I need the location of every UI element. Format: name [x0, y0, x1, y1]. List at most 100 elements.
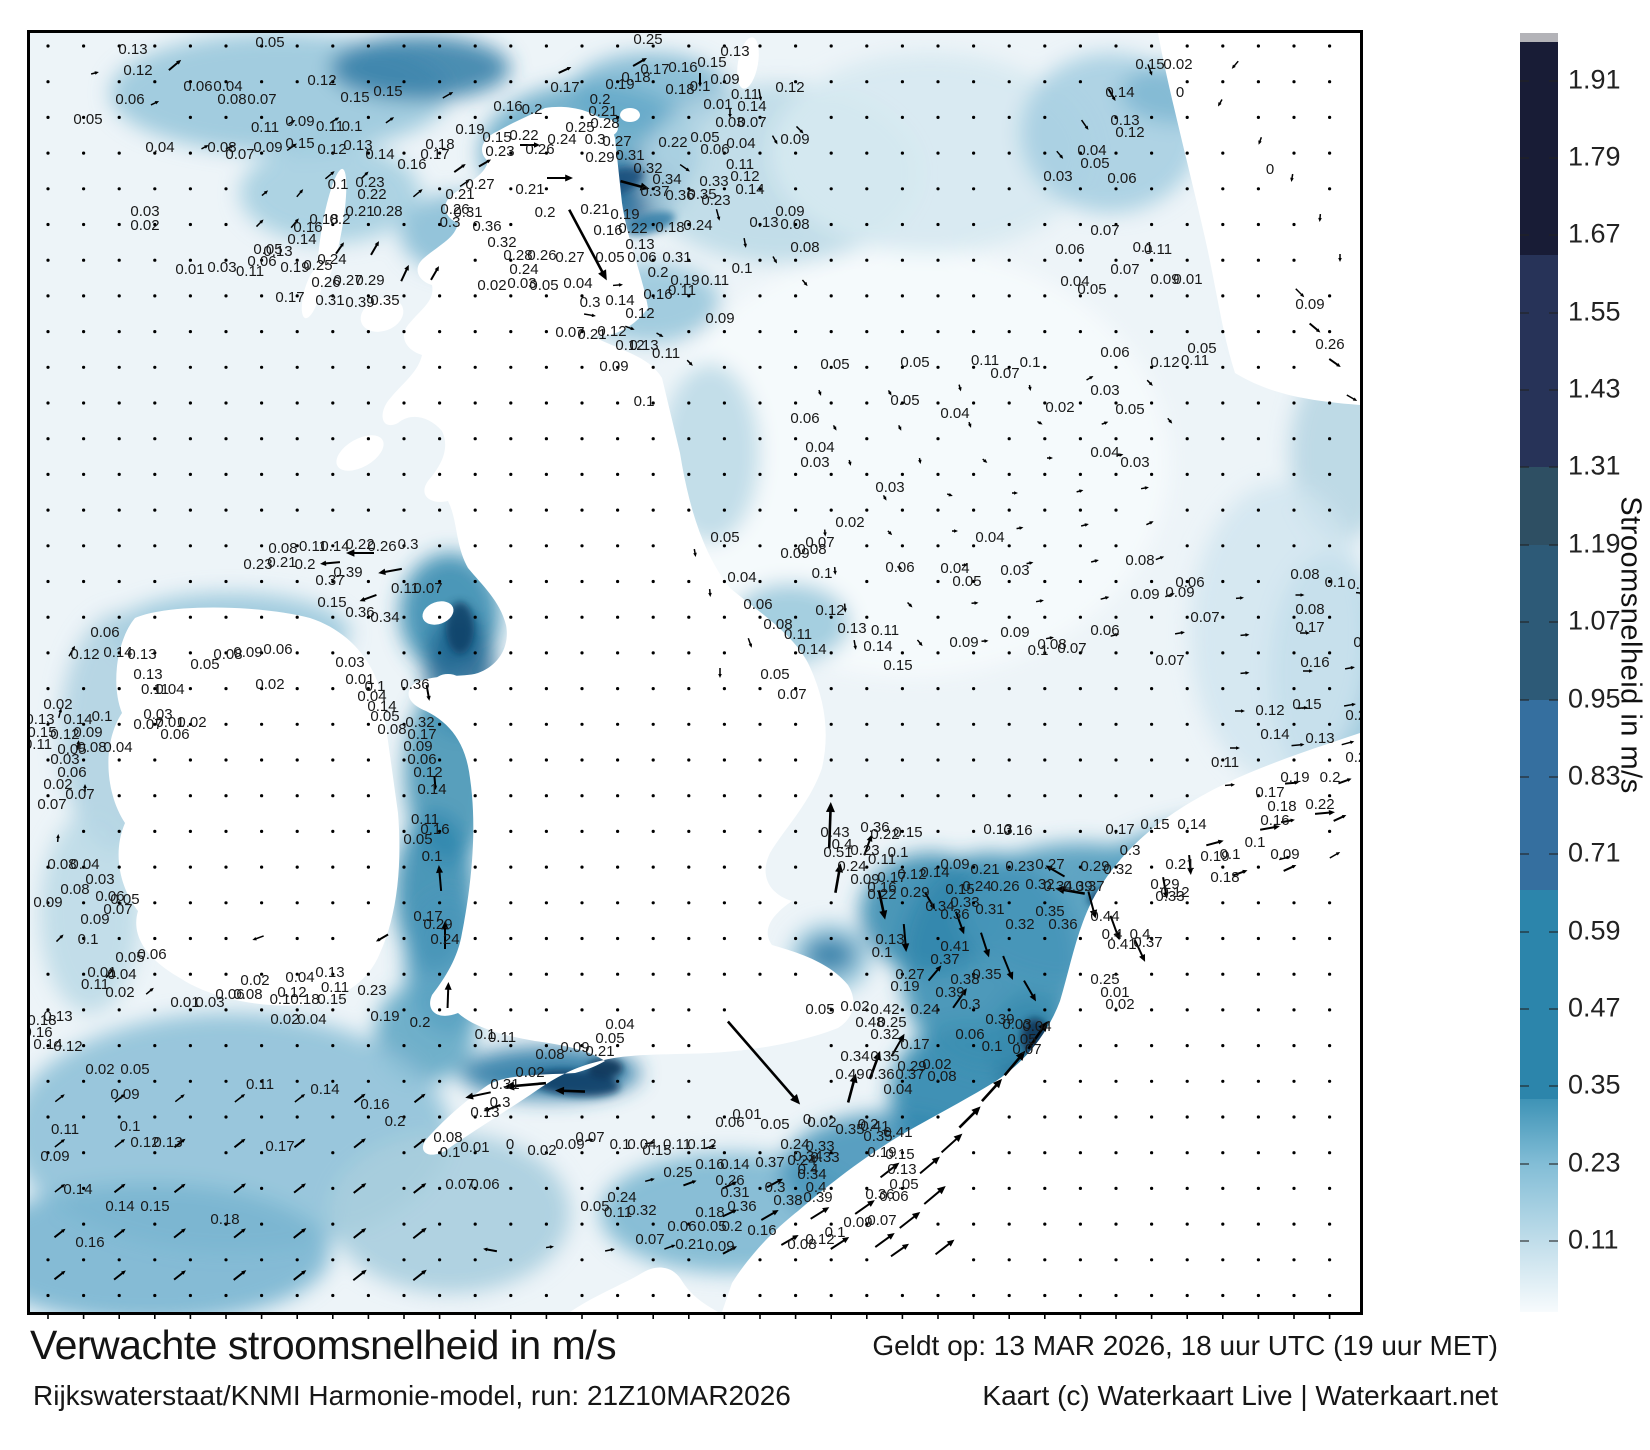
svg-text:0.49: 0.49 [835, 1066, 864, 1083]
svg-text:0.14: 0.14 [287, 231, 316, 248]
svg-text:0.11: 0.11 [236, 263, 264, 280]
svg-text:0.4: 0.4 [832, 836, 853, 853]
svg-text:0.11: 0.11 [51, 1121, 79, 1138]
svg-text:0.05: 0.05 [1115, 401, 1144, 418]
svg-text:0.04: 0.04 [213, 78, 242, 95]
svg-text:0.18: 0.18 [1210, 869, 1239, 886]
svg-text:0.05: 0.05 [710, 529, 739, 546]
svg-text:0.12: 0.12 [687, 1136, 716, 1153]
svg-text:0.09: 0.09 [705, 310, 734, 327]
island-orkney [586, 118, 618, 138]
svg-text:0.09: 0.09 [1165, 584, 1194, 601]
svg-text:0.07: 0.07 [103, 901, 132, 918]
svg-text:0.05: 0.05 [952, 573, 981, 590]
svg-text:0.3: 0.3 [585, 131, 606, 148]
svg-text:0.09: 0.09 [1150, 271, 1179, 288]
svg-text:0.16: 0.16 [643, 286, 672, 303]
svg-text:0.02: 0.02 [922, 1056, 951, 1073]
svg-text:0.06: 0.06 [667, 1218, 696, 1235]
svg-text:0.29: 0.29 [1080, 858, 1109, 875]
svg-text:0.18: 0.18 [621, 69, 650, 86]
svg-text:0.07: 0.07 [1057, 640, 1086, 657]
svg-text:0.13: 0.13 [625, 236, 654, 253]
svg-text:0.14: 0.14 [920, 864, 949, 881]
svg-text:0.15: 0.15 [317, 594, 346, 611]
svg-text:0.25: 0.25 [1345, 749, 1360, 766]
svg-text:0.15: 0.15 [340, 89, 369, 106]
svg-text:0.03: 0.03 [335, 654, 364, 671]
svg-text:0.12: 0.12 [1255, 702, 1284, 719]
svg-text:0.14: 0.14 [365, 146, 394, 163]
svg-text:0.39: 0.39 [935, 984, 964, 1001]
island-islay [336, 435, 384, 471]
svg-text:0.25: 0.25 [1090, 971, 1119, 988]
svg-text:0.03: 0.03 [207, 259, 236, 276]
svg-text:0.38: 0.38 [950, 971, 979, 988]
svg-text:0.04: 0.04 [285, 969, 314, 986]
svg-text:0.16: 0.16 [668, 59, 697, 76]
svg-text:0.19: 0.19 [455, 121, 484, 138]
svg-text:0.24: 0.24 [837, 858, 866, 875]
svg-text:0.1: 0.1 [342, 118, 363, 135]
svg-text:0.32: 0.32 [1103, 861, 1132, 878]
svg-text:0.17: 0.17 [900, 1036, 929, 1053]
svg-text:0.2: 0.2 [858, 1116, 879, 1133]
svg-text:0.2: 0.2 [330, 211, 351, 228]
svg-text:0: 0 [506, 1136, 514, 1153]
svg-text:0.06: 0.06 [743, 596, 772, 613]
svg-text:0.05: 0.05 [760, 666, 789, 683]
svg-text:0.22: 0.22 [509, 127, 538, 144]
svg-text:0.05: 0.05 [760, 1116, 789, 1133]
svg-text:0.08: 0.08 [1290, 566, 1319, 583]
svg-text:0.35: 0.35 [687, 186, 716, 203]
svg-text:0.24: 0.24 [683, 217, 712, 234]
map-axis-ticks [47, 1312, 1331, 1319]
svg-text:0.06: 0.06 [955, 1026, 984, 1043]
svg-text:0.01: 0.01 [155, 714, 184, 731]
svg-text:0.12: 0.12 [53, 1038, 82, 1055]
svg-text:0.13: 0.13 [263, 243, 292, 260]
svg-text:0.06: 0.06 [879, 1188, 908, 1205]
land-brittany [570, 1267, 718, 1312]
svg-text:0.04: 0.04 [107, 966, 136, 983]
svg-text:0.16: 0.16 [493, 98, 522, 115]
svg-text:0.18: 0.18 [309, 211, 338, 228]
svg-text:0.01: 0.01 [170, 994, 199, 1011]
svg-text:0.2: 0.2 [410, 1014, 431, 1031]
svg-text:0.26: 0.26 [440, 201, 469, 218]
svg-text:0.32: 0.32 [1025, 876, 1054, 893]
svg-text:0.13: 0.13 [343, 137, 372, 154]
svg-text:0.37: 0.37 [895, 1066, 924, 1083]
svg-text:0.18: 0.18 [655, 219, 684, 236]
island-shetland [737, 37, 759, 89]
svg-text:0.05: 0.05 [1080, 155, 1109, 172]
svg-text:0.11: 0.11 [731, 86, 759, 103]
svg-text:0.09: 0.09 [940, 856, 969, 873]
svg-text:0.09: 0.09 [1000, 624, 1029, 641]
svg-text:0.06: 0.06 [183, 78, 212, 95]
svg-text:0.08: 0.08 [763, 616, 792, 633]
svg-text:0.08: 0.08 [213, 646, 242, 663]
svg-text:0.07: 0.07 [1155, 652, 1184, 669]
svg-text:0.2: 0.2 [590, 91, 611, 108]
svg-text:0.13: 0.13 [1305, 730, 1334, 747]
svg-text:0.36: 0.36 [1048, 916, 1077, 933]
svg-text:0.13: 0.13 [133, 666, 162, 683]
svg-text:0.11: 0.11 [321, 979, 349, 996]
svg-text:0.12: 0.12 [1115, 124, 1144, 141]
svg-text:0.27: 0.27 [1035, 856, 1064, 873]
svg-text:0.06: 0.06 [57, 764, 86, 781]
svg-text:0.18: 0.18 [30, 1012, 57, 1029]
svg-text:0.06: 0.06 [885, 559, 914, 576]
svg-text:0.04: 0.04 [563, 275, 592, 292]
svg-text:0.3: 0.3 [398, 536, 419, 553]
svg-text:0.07: 0.07 [133, 716, 162, 733]
svg-text:0.51: 0.51 [823, 844, 852, 861]
svg-text:0.41: 0.41 [883, 1124, 912, 1141]
svg-text:0.1: 0.1 [270, 991, 291, 1008]
svg-text:0.14: 0.14 [797, 641, 826, 658]
svg-text:0.09: 0.09 [780, 131, 809, 148]
svg-text:0.06: 0.06 [115, 91, 144, 108]
svg-text:0.04: 0.04 [627, 1136, 656, 1153]
